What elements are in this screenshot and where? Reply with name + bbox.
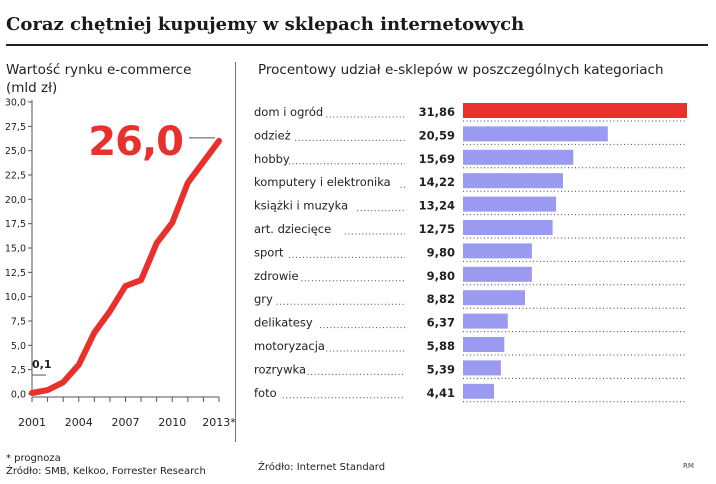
forecast-note: * prognoza (6, 453, 61, 464)
y-tick-label: 20,0 (5, 195, 26, 206)
y-tick-label: 0,0 (11, 390, 26, 401)
line-chart-unit: (mld zł) (6, 80, 58, 96)
value-label: 9,80 (427, 245, 455, 259)
bar (463, 149, 574, 165)
y-tick-label: 2,5 (11, 365, 26, 376)
footnotes: * prognoza Źródło: SMB, Kelkoo, Forreste… (6, 452, 206, 478)
y-tick-label: 30,0 (5, 98, 26, 109)
category-label: dom i ogród (254, 105, 323, 119)
y-tick-label: 7,5 (11, 317, 26, 328)
category-label: rozrywka (254, 362, 306, 376)
value-label: 14,22 (419, 175, 455, 189)
x-tick-label: 2001 (18, 416, 46, 429)
category-label: gry (254, 292, 273, 306)
category-label: odzież (254, 128, 291, 142)
start-value-label: 0,1 (32, 358, 52, 371)
bar (463, 360, 501, 376)
x-tick-label: 2013* (202, 416, 236, 429)
bar (463, 313, 508, 329)
category-label: foto (254, 386, 277, 400)
y-tick-label: 17,5 (5, 219, 26, 230)
title-rule (6, 44, 708, 46)
category-label: zdrowie (254, 269, 299, 283)
bar-chart-title: Procentowy udział e-sklepów w poszczegól… (258, 62, 664, 78)
x-tick-label: 2010 (158, 416, 186, 429)
bar (463, 196, 557, 212)
bar (463, 266, 532, 282)
value-label: 9,80 (427, 269, 455, 283)
value-label: 5,39 (427, 362, 455, 376)
category-label: komputery i elektronika (254, 175, 391, 189)
x-tick-label: 2007 (112, 416, 140, 429)
bar (463, 243, 532, 259)
value-label: 4,41 (427, 386, 455, 400)
category-label: książki i muzyka (254, 199, 348, 213)
bar (463, 103, 687, 118)
y-tick-label: 5,0 (11, 341, 26, 352)
value-label: 12,75 (419, 222, 455, 236)
y-tick-label: 15,0 (5, 244, 26, 255)
y-tick-label: 10,0 (5, 292, 26, 303)
panel-separator (235, 62, 236, 442)
bar (463, 290, 525, 306)
category-label: hobby (254, 152, 290, 166)
bar (463, 220, 553, 235)
source-right: Źródło: Internet Standard (258, 462, 386, 473)
value-label: 5,88 (427, 339, 455, 353)
source-left: Źródło: SMB, Kelkoo, Forrester Research (6, 466, 206, 477)
line-series-ecommerce (29, 137, 222, 396)
category-label: sport (254, 245, 284, 259)
value-label: 8,82 (427, 292, 455, 306)
bar (463, 126, 608, 142)
end-value-label: 26,0 (88, 119, 183, 165)
category-label: art. dziecięce (254, 222, 331, 236)
value-label: 6,37 (427, 316, 455, 330)
category-label: delikatesy (254, 316, 313, 330)
bar (463, 173, 563, 189)
line-chart-title: Wartość rynku e-commerce (6, 62, 192, 78)
credit: RM (683, 462, 694, 470)
value-label: 31,86 (419, 105, 455, 119)
value-label: 13,24 (419, 199, 455, 213)
y-tick-label: 27,5 (5, 122, 26, 133)
bar (463, 337, 505, 352)
value-label: 20,59 (419, 128, 455, 142)
page-title: Coraz chętniej kupujemy w sklepach inter… (6, 14, 525, 35)
y-tick-label: 25,0 (5, 146, 26, 157)
category-label: motoryzacja (254, 339, 325, 353)
y-tick-label: 22,5 (5, 171, 26, 182)
x-tick-label: 2004 (65, 416, 93, 429)
y-tick-label: 12,5 (5, 268, 26, 279)
value-label: 15,69 (419, 152, 455, 166)
bar (463, 383, 494, 399)
